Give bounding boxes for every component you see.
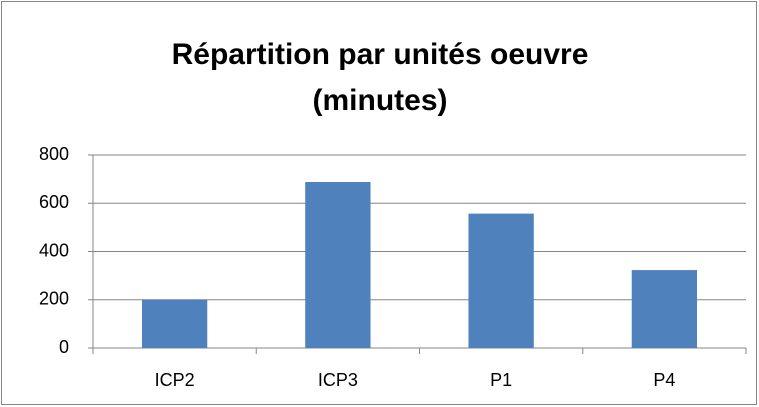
bar xyxy=(468,213,534,348)
x-tick-label: ICP3 xyxy=(318,370,358,390)
y-tick-label: 600 xyxy=(39,192,69,212)
bar xyxy=(631,270,698,348)
y-tick-label: 200 xyxy=(39,289,69,309)
y-tick-label: 0 xyxy=(59,337,69,357)
x-tick-label: ICP2 xyxy=(155,370,195,390)
y-tick-label: 800 xyxy=(39,144,69,164)
chart-title: Répartition par unités oeuvre (minutes) xyxy=(171,38,589,117)
x-tick-label: P4 xyxy=(653,370,675,390)
x-tick-label: P1 xyxy=(490,370,512,390)
bar xyxy=(305,182,371,348)
bar xyxy=(141,299,208,348)
y-tick-label: 400 xyxy=(39,240,69,260)
